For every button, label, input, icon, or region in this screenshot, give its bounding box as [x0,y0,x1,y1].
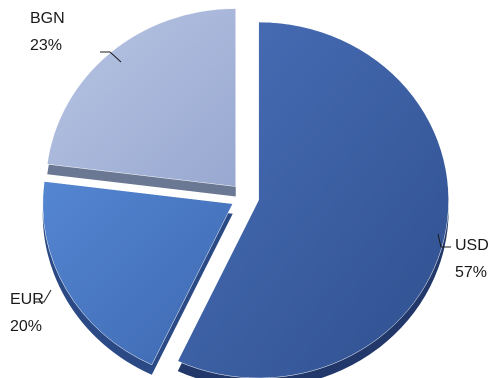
slice-percent-bgn: 23% [30,37,62,54]
slice-percent-usd: 57% [455,264,487,281]
leader-line-usd [437,233,451,248]
pie-slice-layer [42,8,449,378]
slice-label-bgn: BGN [30,10,65,27]
slice-percent-eur: 20% [10,318,42,335]
leader-line-bgn [100,51,122,63]
pie-slice-bgn [46,8,236,187]
leader-line-eur [34,289,52,303]
pie-slice-eur [42,181,234,366]
pie-slice-usd [177,21,449,378]
slice-label-usd: USD [455,237,489,254]
slice-label-eur: EUR [10,291,44,308]
pie-label-layer: USD 57% EUR 20% BGN 23% [10,10,489,335]
